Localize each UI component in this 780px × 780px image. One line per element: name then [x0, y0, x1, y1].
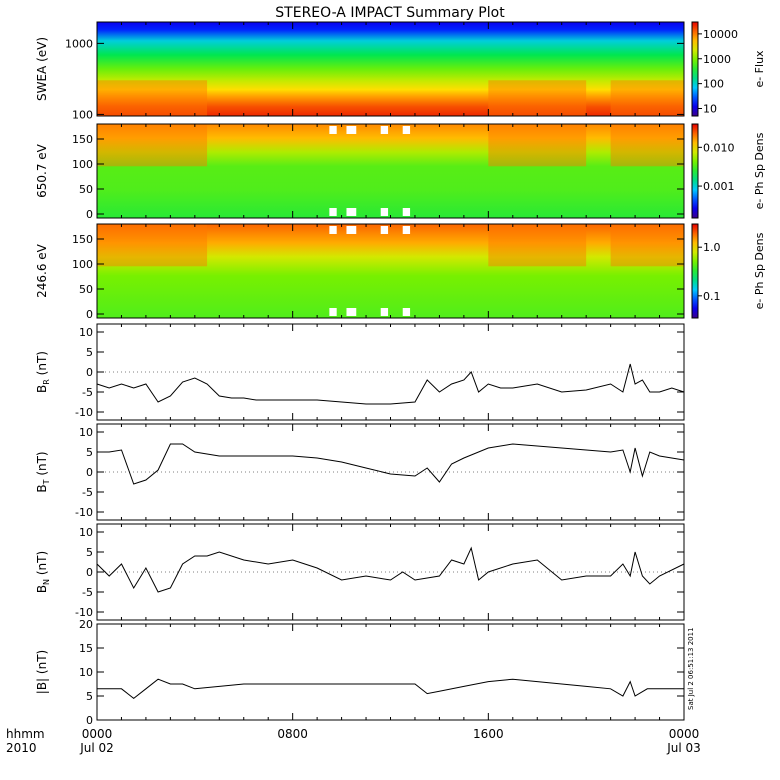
series-line-7: [97, 678, 684, 700]
colorbar-tick-label-1-2: 100: [703, 78, 724, 91]
data-gap-top-2-3: [380, 126, 389, 134]
x-date-label-1: Jul 02: [79, 741, 114, 755]
heatmap-enhancement-3-3: [610, 224, 684, 267]
heatmap-enhancement-1-3: [610, 80, 684, 116]
data-gap-bottom-3-1: [329, 308, 337, 316]
y-tick-label-3-3: 100: [72, 258, 93, 271]
x-tick-label-4: 0000: [669, 727, 700, 741]
data-gap-top-3-2: [346, 226, 357, 234]
data-gap-bottom-3-2: [346, 308, 357, 316]
timestamp-stamp: Sat Jul 2 06:51:13 2011: [687, 627, 695, 710]
y-axis-label-5: BT (nT): [35, 451, 51, 492]
colorbar-tick-label-3-2: 1.0: [703, 241, 721, 254]
series-line-5: [97, 443, 685, 485]
y-tick-label-6-4: 5: [86, 546, 93, 559]
y-tick-label-6-3: 0: [86, 566, 93, 579]
y-axis-label-3: 246.6 eV: [35, 243, 49, 298]
x-tick-label-2: 0800: [277, 727, 308, 741]
colorbar-tick-label-3-1: 0.1: [703, 290, 721, 303]
y-tick-label-4-5: 10: [79, 326, 93, 339]
data-gap-bottom-3-3: [380, 308, 389, 316]
data-gap-top-3-3: [380, 226, 389, 234]
data-gap-bottom-2-1: [329, 208, 337, 216]
colorbar-tick-label-1-1: 10: [703, 103, 717, 116]
y-tick-label-3-4: 150: [72, 233, 93, 246]
y-axis-label-2: 650.7 eV: [35, 143, 49, 198]
colorbar-tick-label-2-1: 0.001: [703, 180, 735, 193]
y-tick-label-5-2: -5: [82, 486, 93, 499]
colorbar-label-1: e- Flux: [753, 50, 766, 88]
y-tick-label-6-1: -10: [75, 606, 93, 619]
y-tick-label-7-4: 15: [79, 642, 93, 655]
y-tick-label-4-4: 5: [86, 346, 93, 359]
data-gap-bottom-3-4: [402, 308, 411, 316]
heatmap-enhancement-2-1: [97, 124, 208, 167]
panel-frame-7: [96, 623, 685, 721]
y-tick-label-2-3: 100: [72, 158, 93, 171]
heatmap-enhancement-1-1: [97, 80, 208, 116]
colorbar-label-2: e- Ph Sp Dens: [753, 132, 766, 209]
x-tick-label-3: 1600: [473, 727, 504, 741]
colorbar-1: [691, 21, 699, 117]
y-axis-label-4: BR (nT): [35, 351, 51, 393]
y-tick-label-4-3: 0: [86, 366, 93, 379]
colorbar-label-3: e- Ph Sp Dens: [753, 232, 766, 309]
y-tick-label-5-4: 5: [86, 446, 93, 459]
y-tick-label-7-1: 0: [86, 714, 93, 727]
data-gap-top-3-1: [329, 226, 337, 234]
x-tick-label-1: 0000: [82, 727, 113, 741]
y-tick-label-6-2: -5: [82, 586, 93, 599]
y-tick-label-1-1: 100: [72, 108, 93, 121]
y-tick-label-5-3: 0: [86, 466, 93, 479]
colorbar-2: [691, 123, 699, 219]
series-line-4: [96, 363, 685, 405]
y-tick-label-7-5: 20: [79, 618, 93, 631]
heatmap-enhancement-3-1: [97, 224, 208, 267]
heatmap-image-3: [97, 224, 684, 318]
data-gap-top-2-2: [346, 126, 357, 134]
heatmap-image-2: [97, 124, 684, 218]
footer-hhmm: hhmm: [6, 727, 45, 741]
y-tick-label-7-2: 5: [86, 690, 93, 703]
y-tick-label-3-1: 0: [86, 308, 93, 321]
data-gap-top-2-4: [402, 126, 411, 134]
x-date-label-4: Jul 03: [666, 741, 701, 755]
heatmap-enhancement-1-2: [488, 80, 587, 116]
y-tick-label-2-4: 150: [72, 133, 93, 146]
data-gap-bottom-2-2: [346, 208, 357, 216]
y-tick-label-6-5: 10: [79, 526, 93, 539]
plot-title: STEREO-A IMPACT Summary Plot: [275, 5, 505, 21]
y-tick-label-2-1: 0: [86, 208, 93, 221]
y-tick-label-5-5: 10: [79, 426, 93, 439]
series-line-6: [96, 546, 685, 593]
colorbar-3: [691, 223, 699, 319]
y-tick-label-1-2: 1000: [65, 37, 93, 50]
y-tick-label-5-1: -10: [75, 506, 93, 519]
y-axis-label-6: BN (nT): [35, 551, 51, 593]
y-axis-label-7: |B| (nT): [35, 650, 49, 694]
y-axis-label-1: SWEA (eV): [35, 37, 49, 101]
heatmap-enhancement-2-3: [610, 124, 684, 167]
data-gap-bottom-2-4: [402, 208, 411, 216]
heatmap-enhancement-3-2: [488, 224, 587, 267]
heatmap-enhancement-2-2: [488, 124, 587, 167]
heatmap-image-1: [97, 22, 684, 116]
y-tick-label-4-1: -10: [75, 406, 93, 419]
y-tick-label-3-2: 50: [79, 283, 93, 296]
y-tick-label-4-2: -5: [82, 386, 93, 399]
colorbar-tick-label-2-2: 0.010: [703, 141, 735, 154]
colorbar-tick-label-1-3: 1000: [703, 53, 731, 66]
colorbar-tick-label-1-4: 10000: [703, 28, 738, 41]
data-gap-top-2-1: [329, 126, 337, 134]
y-tick-label-2-2: 50: [79, 183, 93, 196]
data-gap-bottom-2-3: [380, 208, 389, 216]
y-tick-label-7-3: 10: [79, 666, 93, 679]
footer-year: 2010: [6, 741, 37, 755]
data-gap-top-3-4: [402, 226, 411, 234]
